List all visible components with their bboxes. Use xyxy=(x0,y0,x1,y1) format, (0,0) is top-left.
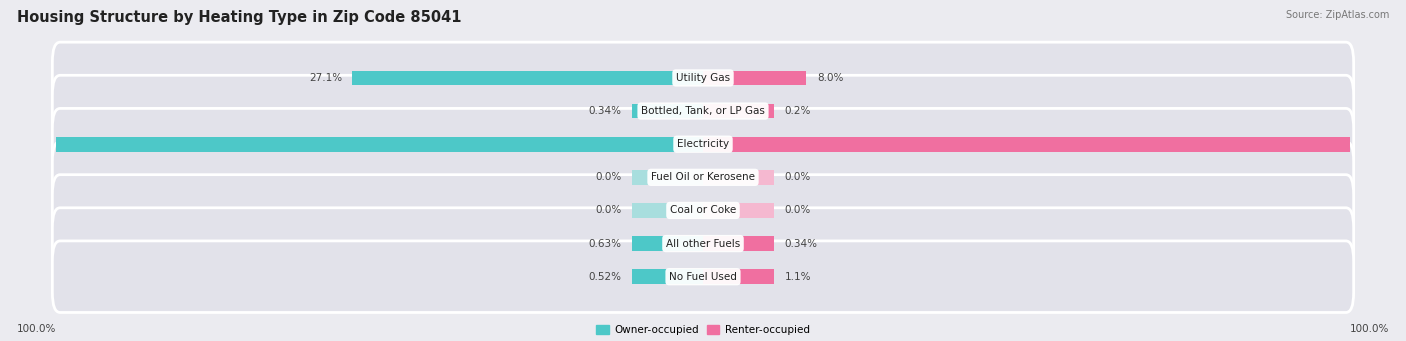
Bar xyxy=(703,203,775,218)
Text: 8.0%: 8.0% xyxy=(817,73,844,83)
Bar xyxy=(703,170,775,185)
Bar xyxy=(631,104,703,118)
Text: Electricity: Electricity xyxy=(676,139,730,149)
Bar xyxy=(631,269,703,284)
Text: 0.2%: 0.2% xyxy=(785,106,811,116)
FancyBboxPatch shape xyxy=(52,75,1354,147)
Text: 0.0%: 0.0% xyxy=(785,205,811,216)
FancyBboxPatch shape xyxy=(52,142,1354,213)
FancyBboxPatch shape xyxy=(52,42,1354,114)
Text: No Fuel Used: No Fuel Used xyxy=(669,272,737,282)
Text: Coal or Coke: Coal or Coke xyxy=(669,205,737,216)
Text: 0.0%: 0.0% xyxy=(595,172,621,182)
Bar xyxy=(703,104,775,118)
Legend: Owner-occupied, Renter-occupied: Owner-occupied, Renter-occupied xyxy=(592,321,814,339)
Text: Source: ZipAtlas.com: Source: ZipAtlas.com xyxy=(1285,10,1389,20)
Text: 0.63%: 0.63% xyxy=(589,239,621,249)
Text: Housing Structure by Heating Type in Zip Code 85041: Housing Structure by Heating Type in Zip… xyxy=(17,10,461,25)
FancyBboxPatch shape xyxy=(52,108,1354,180)
FancyBboxPatch shape xyxy=(52,208,1354,279)
FancyBboxPatch shape xyxy=(52,175,1354,246)
Text: All other Fuels: All other Fuels xyxy=(666,239,740,249)
Bar xyxy=(353,71,703,85)
Bar xyxy=(631,236,703,251)
Text: Fuel Oil or Kerosene: Fuel Oil or Kerosene xyxy=(651,172,755,182)
Text: 0.34%: 0.34% xyxy=(589,106,621,116)
FancyBboxPatch shape xyxy=(52,241,1354,312)
Bar xyxy=(703,71,807,85)
Bar xyxy=(631,170,703,185)
Text: 0.0%: 0.0% xyxy=(785,172,811,182)
Text: 27.1%: 27.1% xyxy=(309,73,342,83)
Text: Utility Gas: Utility Gas xyxy=(676,73,730,83)
Bar xyxy=(703,269,775,284)
Text: 0.34%: 0.34% xyxy=(785,239,817,249)
Text: 0.52%: 0.52% xyxy=(589,272,621,282)
Text: 0.0%: 0.0% xyxy=(595,205,621,216)
Bar xyxy=(703,137,1406,152)
Text: 100.0%: 100.0% xyxy=(1350,324,1389,334)
Text: 1.1%: 1.1% xyxy=(785,272,811,282)
Bar xyxy=(0,137,703,152)
Text: 100.0%: 100.0% xyxy=(17,324,56,334)
Text: Bottled, Tank, or LP Gas: Bottled, Tank, or LP Gas xyxy=(641,106,765,116)
Bar xyxy=(703,236,775,251)
Bar xyxy=(631,203,703,218)
